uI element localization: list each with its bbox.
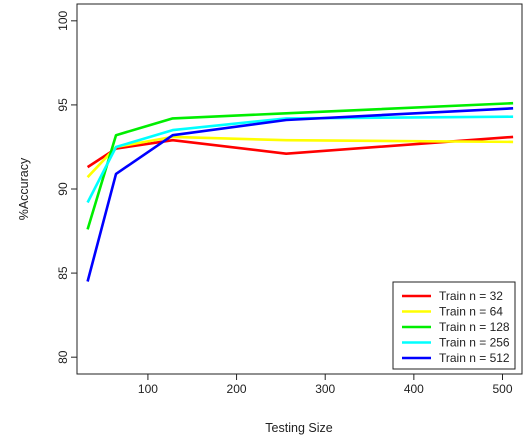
x-axis-title: Testing Size [265,421,332,435]
x-tick-label: 300 [315,382,335,396]
x-axis: 100 200 300 400 500 [138,374,513,396]
series-line-3 [86,101,514,230]
legend-label: Train n = 32 [439,289,503,303]
legend-label: Train n = 128 [439,320,510,334]
y-axis-title: %Accuracy [17,157,31,220]
legend-label: Train n = 64 [439,305,503,319]
legend-label: Train n = 256 [439,336,510,350]
x-tick-label: 500 [492,382,512,396]
series-line-1 [86,135,514,169]
y-tick-label: 90 [56,182,70,196]
y-tick-label: 100 [56,10,70,30]
series-line-5 [86,107,514,282]
y-axis: 80 85 90 95 100 [56,10,77,364]
y-tick-label: 80 [56,350,70,364]
legend-label: Train n = 512 [439,351,510,365]
y-tick-label: 85 [56,266,70,280]
x-tick-label: 400 [404,382,424,396]
y-tick-label: 95 [56,98,70,112]
series-lines [86,101,514,282]
series-line-4 [86,115,514,204]
x-tick-label: 200 [227,382,247,396]
series-line-2 [86,135,514,179]
x-tick-label: 100 [138,382,158,396]
